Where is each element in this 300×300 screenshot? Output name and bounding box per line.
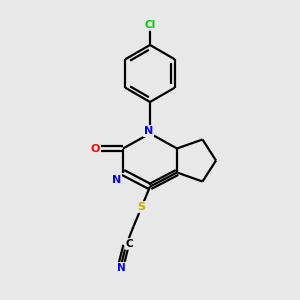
Text: N: N <box>112 175 121 184</box>
Text: N: N <box>144 126 153 136</box>
Text: C: C <box>125 239 133 249</box>
Text: N: N <box>117 263 126 273</box>
Text: O: O <box>91 143 100 154</box>
Text: S: S <box>138 202 146 212</box>
Text: Cl: Cl <box>144 20 156 30</box>
